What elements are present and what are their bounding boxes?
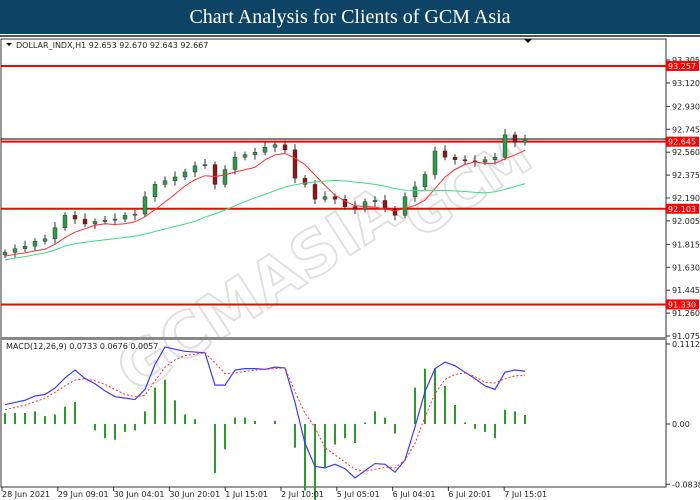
fast-moving-average-line xyxy=(4,149,526,257)
y-tick-label: 93.120 xyxy=(672,79,700,88)
candle xyxy=(192,165,198,173)
candle xyxy=(252,152,258,155)
candle xyxy=(2,252,8,256)
y-tick-label: 91.445 xyxy=(672,286,700,295)
candle xyxy=(482,159,488,163)
symbol-info: DOLLAR_INDX,H1 92.653 92.670 92.643 92.6… xyxy=(16,41,208,50)
candle xyxy=(42,238,48,242)
candle xyxy=(182,171,188,178)
x-tick-label: 30 Jun 20:01 xyxy=(169,490,220,499)
candle xyxy=(422,174,428,188)
y-tick-label: 92.745 xyxy=(672,125,700,134)
candle xyxy=(342,199,348,207)
y-tick-label: 92.375 xyxy=(672,171,700,180)
candle xyxy=(22,246,28,249)
signal-line xyxy=(4,352,526,472)
level-label: 92.103 xyxy=(668,205,696,214)
candle xyxy=(452,156,458,160)
x-tick-label: 30 Jun 04:01 xyxy=(114,490,165,499)
chart-frame xyxy=(0,38,667,488)
candle xyxy=(272,144,278,148)
x-tick-label: 5 Jul 05:01 xyxy=(337,490,380,499)
candle xyxy=(152,184,158,197)
candle xyxy=(352,206,358,210)
candle xyxy=(382,200,388,210)
x-tick-label: 1 Jul 15:01 xyxy=(225,490,268,499)
candle xyxy=(362,201,368,210)
candle xyxy=(282,144,288,150)
y-tick-label: 92.190 xyxy=(672,194,700,203)
slow-moving-average-line xyxy=(4,179,526,261)
candle xyxy=(202,164,208,167)
candle xyxy=(522,138,528,143)
candle xyxy=(462,159,468,162)
y-tick-label: 92.560 xyxy=(672,148,700,157)
x-tick-label: 7 Jul 15:01 xyxy=(504,490,547,499)
watermark-logo: GCMASIA GCM xyxy=(102,122,543,409)
candle xyxy=(392,208,398,216)
macd-info: MACD(12,26,9) 0.0733 0.0676 0.0057 xyxy=(6,342,158,351)
candle xyxy=(332,196,338,200)
macd-y-tick-label: 0.00 xyxy=(672,420,690,429)
candle xyxy=(292,149,298,179)
level-label-bg xyxy=(666,299,699,310)
candle xyxy=(312,184,318,200)
chart-shift-marker-icon[interactable] xyxy=(524,39,532,43)
x-tick-label: 2 Jul 10:01 xyxy=(281,490,324,499)
page-title: Chart Analysis for Clients of GCM Asia xyxy=(0,0,700,34)
candle xyxy=(122,215,128,220)
y-tick-label: 92.005 xyxy=(672,217,700,226)
candle xyxy=(512,134,518,143)
dropdown-triangle-icon[interactable] xyxy=(6,43,12,46)
y-tick-label: 93.305 xyxy=(672,56,700,65)
level-label-bg xyxy=(666,60,699,71)
candle xyxy=(322,196,328,200)
candle xyxy=(162,180,168,185)
y-tick-label: 91.815 xyxy=(672,240,700,249)
x-tick-label: 28 Jun 2021 xyxy=(2,490,50,499)
level-label-bg xyxy=(666,203,699,214)
candle xyxy=(82,218,88,225)
x-tick-label: 29 Jun 09:01 xyxy=(58,490,109,499)
candle xyxy=(102,220,108,222)
candle xyxy=(432,150,438,175)
candle xyxy=(62,215,68,228)
candle xyxy=(262,147,268,153)
macd-y-tick-label: 0.1112 xyxy=(672,340,700,349)
level-label-bg xyxy=(666,136,699,147)
candle xyxy=(232,156,238,170)
x-tick-label: 6 Jul 04:01 xyxy=(393,490,436,499)
level-label: 92.645 xyxy=(668,138,696,147)
candle xyxy=(222,169,228,185)
candle xyxy=(52,227,58,240)
level-label: 93.257 xyxy=(668,62,696,71)
candle xyxy=(372,200,378,202)
candle xyxy=(492,156,498,160)
macd-line xyxy=(4,346,526,479)
candle xyxy=(502,134,508,158)
candle xyxy=(132,213,138,216)
candle xyxy=(112,218,118,221)
candle xyxy=(142,196,148,215)
candle xyxy=(32,241,38,247)
level-label: 91.330 xyxy=(668,300,696,309)
y-tick-label: 92.930 xyxy=(672,102,700,111)
y-tick-label: 91.075 xyxy=(672,332,700,341)
y-tick-label: 91.630 xyxy=(672,263,700,272)
x-tick-label: 6 Jul 20:01 xyxy=(448,490,491,499)
candle xyxy=(242,154,248,158)
candle xyxy=(442,150,448,158)
candle xyxy=(302,177,308,185)
header-divider xyxy=(0,35,700,37)
candle xyxy=(402,196,408,216)
candle xyxy=(12,248,18,253)
candle xyxy=(212,164,218,185)
macd-y-tick-label: -0.0838 xyxy=(672,480,700,489)
y-tick-label: 91.260 xyxy=(672,309,700,318)
candle xyxy=(412,186,418,197)
candle xyxy=(92,221,98,225)
candle xyxy=(172,176,178,181)
candle xyxy=(72,215,78,220)
